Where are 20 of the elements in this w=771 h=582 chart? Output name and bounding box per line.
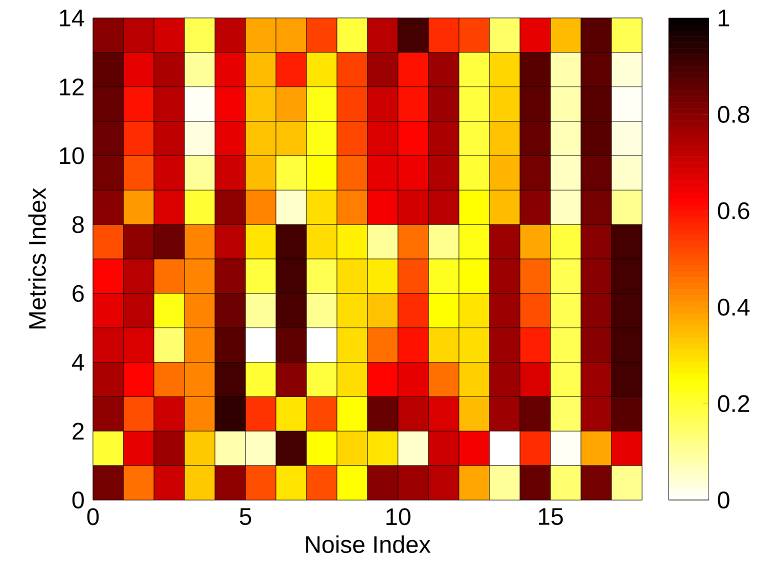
x-tick-label: 5: [240, 508, 252, 525]
x-axis-title: Noise Index: [306, 535, 431, 554]
x-tick-label: 15: [538, 508, 563, 525]
color-bar-label: 0.2: [718, 395, 750, 412]
color-bar-label: 1: [718, 10, 730, 26]
y-tick-label: 0: [72, 492, 84, 508]
y-tick-label: 14: [60, 10, 84, 26]
x-tick-label: 0: [87, 508, 99, 526]
y-tick-label: 8: [72, 216, 84, 234]
y-tick-label: 6: [72, 284, 84, 302]
color-bar-label: 0: [718, 492, 730, 508]
y-tick-label: 12: [60, 78, 84, 96]
y-axis-title: Metrics Index: [28, 188, 46, 328]
y-tick-label: 10: [60, 147, 84, 164]
color-bar-label: 0.8: [718, 106, 750, 123]
x-tick-label: 10: [386, 508, 410, 526]
color-bar-label: 0.4: [718, 298, 750, 316]
y-tick-label: 2: [72, 422, 84, 440]
y-tick-label: 4: [72, 354, 84, 371]
color-bar-label: 0.6: [718, 202, 750, 220]
